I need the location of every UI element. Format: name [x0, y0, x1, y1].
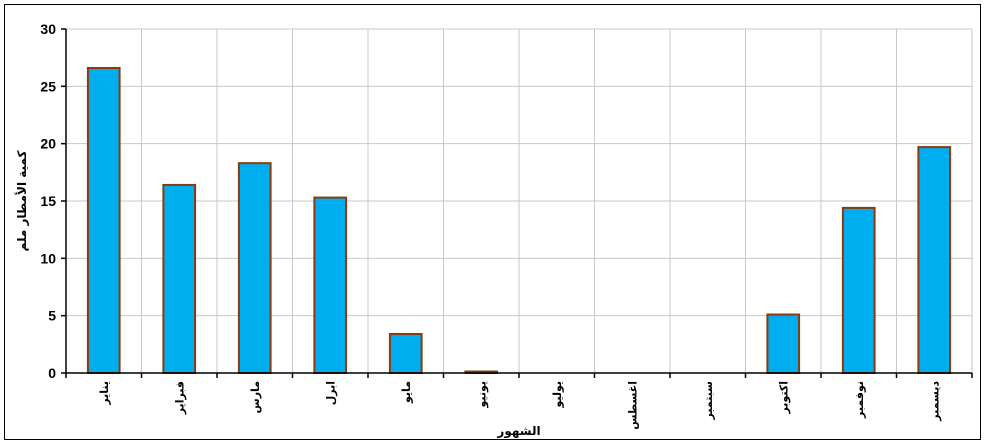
bars — [86, 66, 952, 375]
x-tick-label: سبتمبر — [702, 381, 715, 421]
x-axis-title: الشهور — [496, 424, 540, 439]
y-axis-title: كمية الأمطار ملم — [14, 151, 29, 252]
x-tick-label: مارس — [249, 381, 262, 413]
y-tick-label: 15 — [40, 193, 56, 209]
x-tick-label: يوليو — [551, 381, 564, 409]
bar-3 — [237, 162, 272, 374]
y-tick-label: 20 — [40, 136, 56, 152]
bar-2 — [162, 183, 197, 374]
x-tick-label: اكتوبر — [777, 381, 790, 415]
y-tick-labels: 0 5 10 15 20 25 30 — [40, 21, 56, 381]
x-tick-label: يونيو — [475, 381, 488, 409]
x-tick-label: يناير — [98, 381, 111, 406]
x-tick-label: ديسمبر — [928, 381, 941, 422]
x-tick-label: ابرل — [324, 381, 337, 405]
x-tick-labels: يناير فبراير مارس ابرل مايو يونيو يوليو اغسطس سب… — [98, 381, 942, 430]
x-tick-label: اغسطس — [626, 381, 639, 430]
x-tick-label: مايو — [400, 381, 413, 404]
y-tick-label: 5 — [48, 308, 56, 324]
bar-4 — [313, 196, 348, 374]
y-tick-label: 30 — [40, 21, 56, 37]
bar-5 — [388, 333, 423, 375]
gridlines — [65, 28, 973, 374]
x-tick-label: نوفمبر — [853, 381, 866, 419]
bar-12 — [917, 146, 952, 374]
bar-11 — [841, 206, 876, 374]
bar-10 — [766, 313, 801, 374]
y-tick-label: 10 — [40, 250, 56, 266]
axes — [61, 28, 973, 378]
bar-1 — [86, 66, 121, 374]
y-tick-label: 0 — [48, 365, 56, 381]
x-tick-label: فبراير — [173, 381, 186, 415]
y-tick-label: 25 — [40, 78, 56, 94]
